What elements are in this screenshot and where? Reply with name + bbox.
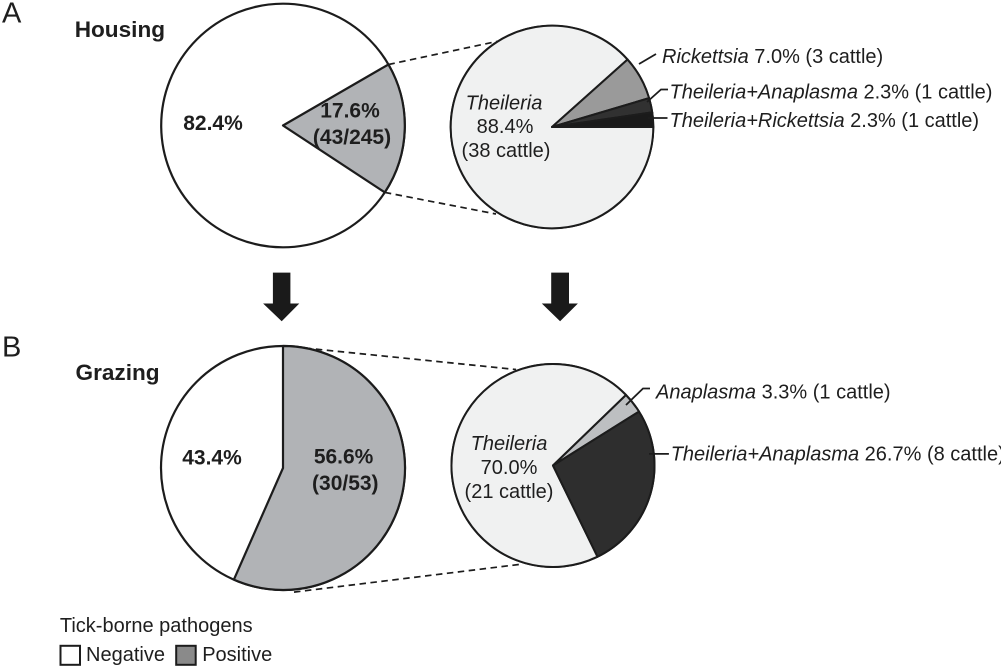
svg-text:Positive: Positive <box>202 644 272 666</box>
svg-text:56.6%: 56.6% <box>314 446 374 469</box>
svg-text:Theileria+Anaplasma 26.7% (8 c: Theileria+Anaplasma 26.7% (8 cattle) <box>671 444 1001 466</box>
svg-text:Grazing: Grazing <box>76 360 160 385</box>
svg-text:Theileria+Anaplasma 2.3% (1 ca: Theileria+Anaplasma 2.3% (1 cattle) <box>670 81 993 103</box>
svg-text:88.4%: 88.4% <box>477 116 534 138</box>
svg-text:Negative: Negative <box>86 644 165 666</box>
svg-text:70.0%: 70.0% <box>481 457 538 479</box>
svg-text:Theileria: Theileria <box>466 93 543 115</box>
svg-text:(21 cattle): (21 cattle) <box>465 481 554 503</box>
svg-text:Tick-borne pathogens: Tick-borne pathogens <box>60 615 253 637</box>
svg-text:Housing: Housing <box>75 17 165 42</box>
svg-text:B: B <box>2 332 21 364</box>
svg-text:A: A <box>2 0 22 30</box>
svg-text:(30/53): (30/53) <box>312 472 379 495</box>
svg-text:17.6%: 17.6% <box>320 100 380 123</box>
svg-text:(43/245): (43/245) <box>313 126 391 149</box>
svg-text:Theileria: Theileria <box>471 433 548 455</box>
svg-text:Theileria+Rickettsia 2.3% (1 c: Theileria+Rickettsia 2.3% (1 cattle) <box>670 110 980 132</box>
svg-text:82.4%: 82.4% <box>183 112 243 135</box>
svg-text:(38 cattle): (38 cattle) <box>462 140 551 162</box>
svg-text:Anaplasma 3.3% (1 cattle): Anaplasma 3.3% (1 cattle) <box>655 381 891 403</box>
svg-text:Rickettsia 7.0% (3 cattle): Rickettsia 7.0% (3 cattle) <box>662 46 883 68</box>
svg-text:43.4%: 43.4% <box>182 447 242 470</box>
